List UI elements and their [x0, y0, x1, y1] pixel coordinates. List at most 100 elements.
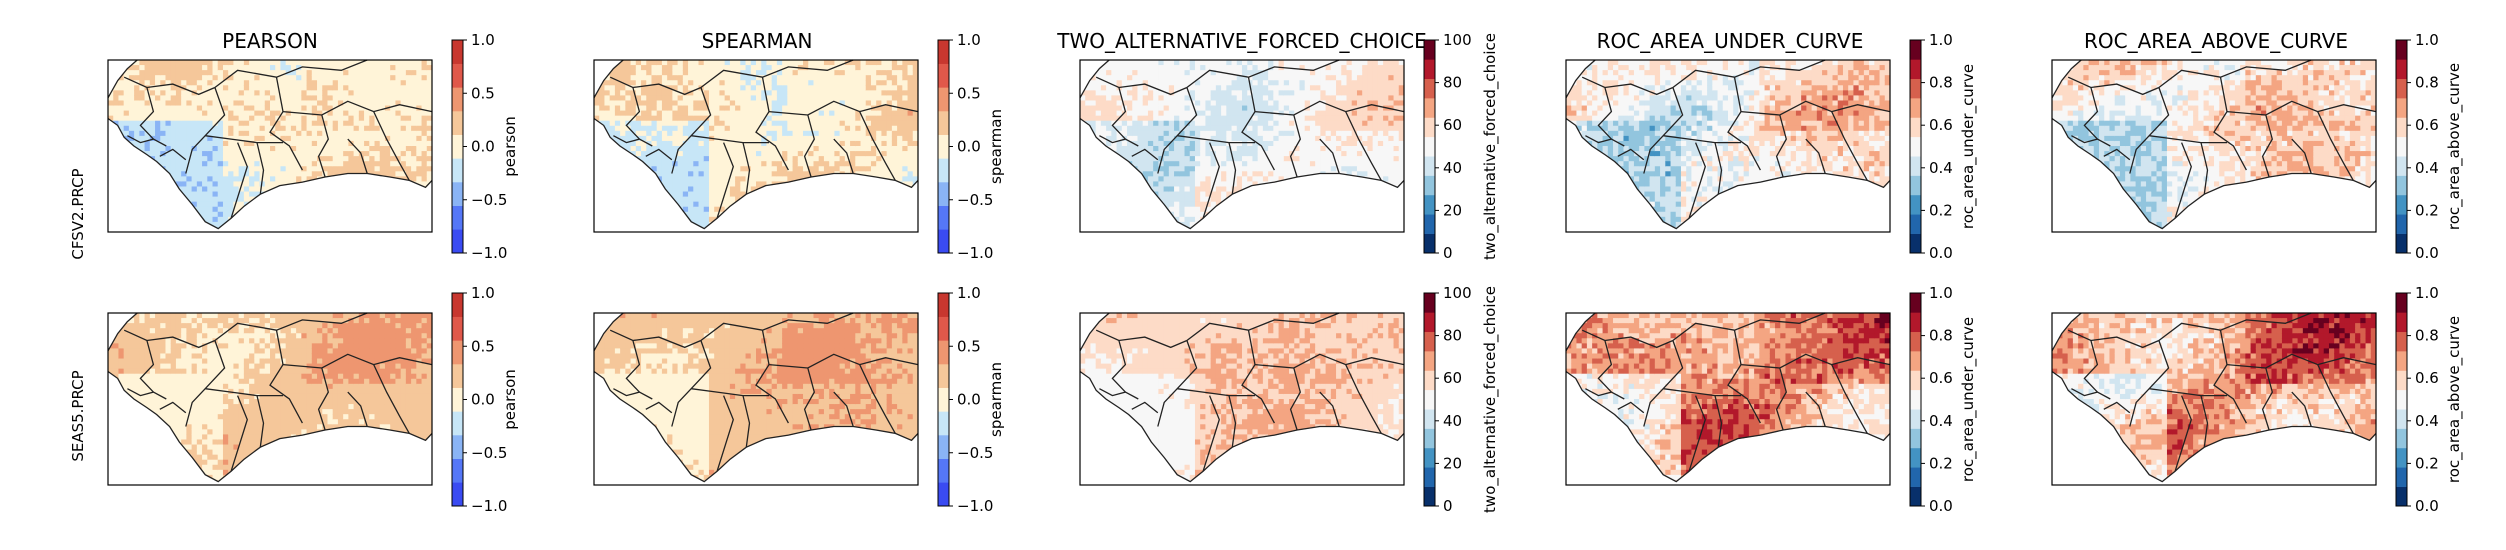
heatmap-cell — [1121, 70, 1128, 76]
heatmap-cell — [306, 80, 313, 86]
heatmap-cell — [280, 140, 287, 147]
heatmap-cell — [296, 201, 302, 208]
heatmap-cell — [332, 85, 339, 91]
heatmap-cell — [405, 171, 412, 177]
heatmap-cell — [803, 135, 809, 142]
heatmap-cell — [876, 161, 883, 167]
heatmap-cell — [1080, 140, 1086, 147]
heatmap-cell — [761, 166, 768, 172]
heatmap-cell — [1090, 216, 1097, 223]
heatmap-cell — [651, 80, 658, 86]
heatmap-cell — [270, 115, 276, 122]
heatmap-cell — [698, 151, 705, 157]
heatmap-cell — [149, 75, 156, 81]
heatmap-cell — [1174, 135, 1180, 142]
heatmap-cell — [688, 186, 694, 193]
heatmap-cell — [249, 105, 255, 112]
heatmap-cell — [656, 161, 663, 167]
heatmap-cell — [698, 196, 705, 203]
heatmap-cell — [358, 120, 365, 127]
heatmap-cell — [620, 125, 626, 132]
heatmap-cell — [1090, 221, 1097, 228]
heatmap-cell — [823, 161, 830, 167]
heatmap-cell — [222, 80, 229, 86]
country-border — [716, 142, 734, 219]
heatmap-cell — [374, 161, 381, 167]
heatmap-cell — [390, 80, 397, 86]
heatmap-cell — [259, 130, 266, 137]
heatmap-cell — [212, 211, 219, 218]
heatmap-cell — [599, 176, 606, 183]
heatmap-cell — [1121, 140, 1128, 147]
heatmap-cell — [426, 70, 433, 76]
heatmap-cell — [803, 181, 809, 188]
heatmap-cell — [1090, 115, 1097, 122]
heatmap-cell — [113, 90, 120, 97]
heatmap-cell — [134, 221, 140, 228]
heatmap-cell — [123, 206, 130, 213]
heatmap-cell — [719, 181, 726, 188]
heatmap-cell — [850, 186, 856, 193]
heatmap-cell — [374, 135, 381, 142]
heatmap-cell — [405, 75, 412, 81]
country-border — [282, 100, 433, 116]
heatmap-cell — [661, 100, 668, 107]
heatmap-cell — [1163, 181, 1170, 188]
heatmap-cell — [416, 166, 423, 172]
heatmap-cell — [641, 90, 647, 97]
heatmap-cell — [186, 105, 193, 112]
country-border — [755, 77, 789, 171]
heatmap-cell — [275, 211, 282, 218]
heatmap-cell — [724, 191, 731, 198]
heatmap-cell — [651, 100, 658, 107]
heatmap-cell — [803, 110, 809, 117]
heatmap-cell — [876, 201, 883, 208]
heatmap-cell — [1158, 115, 1165, 122]
heatmap-cell — [113, 115, 120, 122]
heatmap-cell — [202, 146, 208, 152]
heatmap-cell — [411, 201, 417, 208]
heatmap-cell — [311, 120, 318, 127]
heatmap-cell — [1100, 206, 1107, 213]
heatmap-cell — [191, 216, 198, 223]
heatmap-cell — [646, 115, 653, 122]
heatmap-cell — [165, 181, 172, 188]
heatmap-cell — [317, 135, 323, 142]
heatmap-cell — [290, 221, 297, 228]
heatmap-cell — [1121, 211, 1128, 218]
heatmap-cell — [1090, 65, 1097, 71]
heatmap-cell — [207, 70, 214, 76]
heatmap-cell — [912, 65, 919, 71]
heatmap-cell — [1163, 186, 1170, 193]
heatmap-cell — [254, 110, 261, 117]
heatmap-cell — [912, 70, 919, 76]
heatmap-cell — [808, 70, 815, 76]
heatmap-cell — [301, 206, 308, 213]
heatmap-cell — [771, 176, 778, 183]
heatmap-cell — [881, 206, 888, 213]
heatmap-cell — [379, 65, 386, 71]
heatmap-cell — [353, 161, 360, 167]
heatmap-cell — [149, 206, 156, 213]
heatmap-cell — [400, 156, 407, 162]
heatmap-cell — [1137, 186, 1144, 193]
heatmap-cell — [421, 95, 428, 102]
heatmap-cell — [1147, 60, 1154, 66]
heatmap-cell — [411, 211, 417, 218]
heatmap-cell — [270, 216, 276, 223]
heatmap-cell — [635, 161, 642, 167]
heatmap-cell — [395, 146, 402, 152]
heatmap-cell — [400, 186, 407, 193]
heatmap-cell — [364, 166, 370, 172]
heatmap-cell — [609, 110, 616, 117]
heatmap-cell — [306, 176, 313, 183]
heatmap-cell — [390, 156, 397, 162]
heatmap-cell — [337, 115, 344, 122]
heatmap-cell — [301, 75, 308, 81]
heatmap-cell — [766, 191, 773, 198]
country-border — [347, 138, 368, 174]
heatmap-cell — [902, 85, 909, 91]
heatmap-cell — [729, 135, 736, 142]
heatmap-cell — [285, 151, 292, 157]
heatmap-cell — [672, 176, 679, 183]
